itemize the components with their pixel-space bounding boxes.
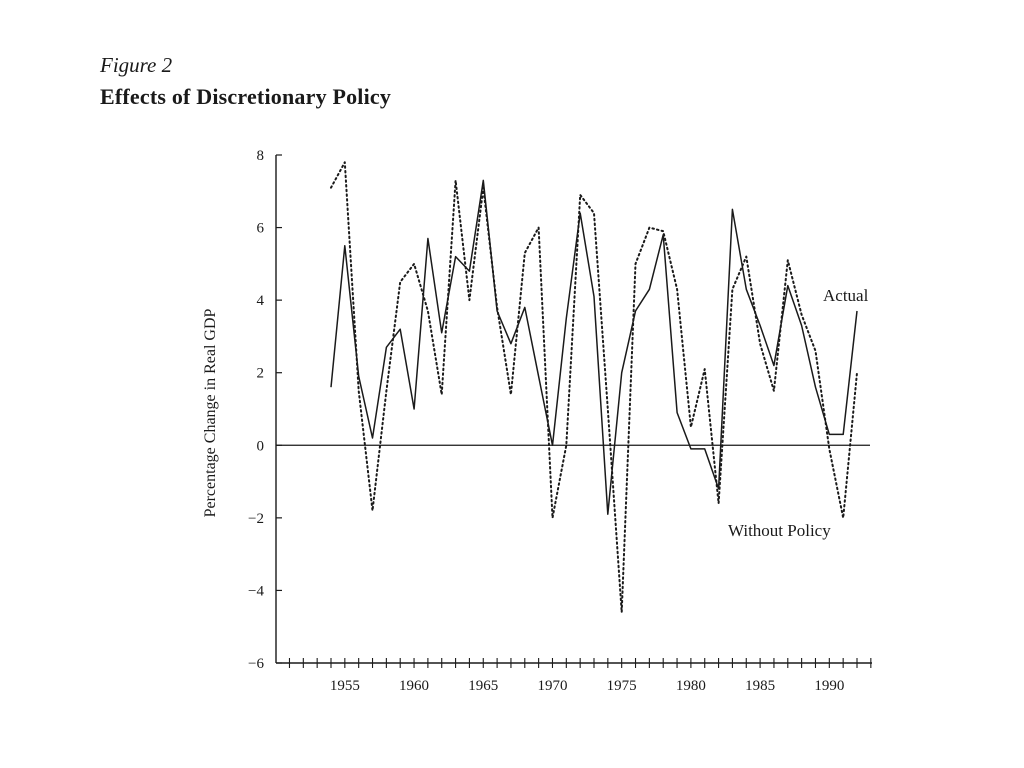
x-tick-label: 1985 — [745, 678, 775, 694]
x-tick-label: 1970 — [537, 678, 567, 694]
x-tick-label: 1975 — [607, 678, 637, 694]
x-tick-label: 1980 — [676, 678, 706, 694]
y-tick-label: −2 — [248, 511, 264, 527]
x-tick-label: 1955 — [330, 678, 360, 694]
figure-label: Figure 2 — [100, 53, 173, 77]
y-tick-label: 0 — [257, 438, 265, 454]
y-tick-label: 6 — [257, 221, 265, 237]
x-tick-label: 1960 — [399, 678, 429, 694]
chart-labels: 8 6 4 2 0 −2 −4 −6 1955 1960 1965 1970 1975 1980 1985 1… — [202, 148, 869, 694]
chart-series — [330, 161, 858, 614]
y-tick-label: 2 — [257, 366, 265, 382]
x-tick-label: 1965 — [468, 678, 498, 694]
y-tick-label: −4 — [248, 583, 264, 599]
y-tick-label: 8 — [257, 148, 265, 164]
y-tick-label: 4 — [257, 293, 265, 309]
y-tick-label: −6 — [248, 656, 264, 672]
y-axis-label: Percentage Change in Real GDP — [202, 308, 219, 517]
chart-axes — [275, 154, 872, 668]
figure-title: Effects of Discretionary Policy — [100, 84, 392, 109]
series-line-without-policy — [330, 161, 858, 614]
x-tick-label: 1990 — [814, 678, 844, 694]
annotation-actual: Actual — [823, 286, 869, 305]
annotation-without-policy: Without Policy — [728, 521, 831, 540]
series-line-actual — [330, 179, 858, 515]
